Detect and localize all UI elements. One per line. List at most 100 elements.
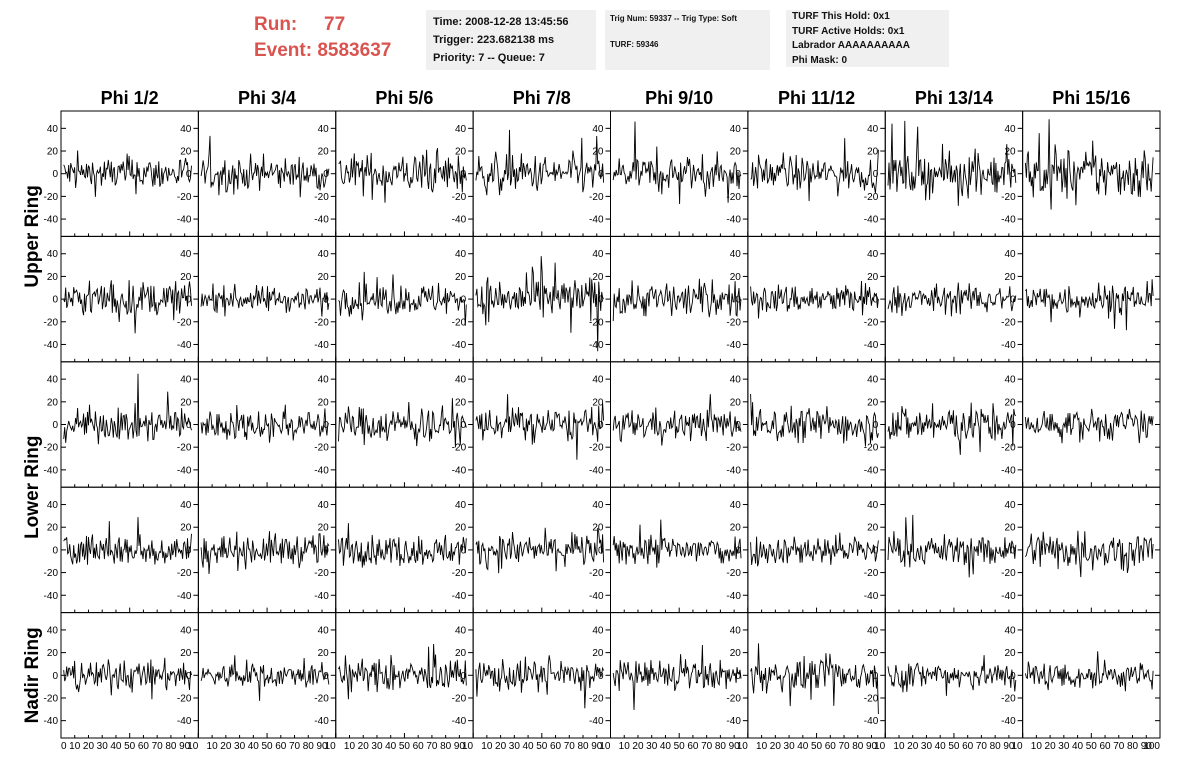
y-tick-label: 20: [318, 397, 330, 408]
x-tick-label: 70: [152, 741, 164, 752]
x-tick-label: 30: [509, 741, 521, 752]
y-tick-label: -40: [589, 591, 604, 602]
x-tick-label: 20: [83, 741, 95, 752]
row-label: Lower Ring: [22, 435, 43, 538]
waveform-trace: [475, 655, 605, 709]
y-tick-label: 40: [47, 500, 59, 511]
x-tick-label: 30: [234, 741, 246, 752]
y-tick-label: 0: [186, 169, 192, 180]
waveform-trace: [750, 643, 879, 715]
y-tick-label: 20: [592, 272, 604, 283]
x-tick-label: 80: [165, 741, 177, 752]
waveform-trace: [475, 256, 604, 352]
y-tick-label: 20: [318, 648, 330, 659]
y-tick-label: 0: [52, 295, 58, 306]
column-title: Phi 1/2: [101, 88, 159, 108]
x-tick-label: 0: [61, 741, 67, 752]
y-tick-label: -20: [314, 192, 329, 203]
y-tick-label: 20: [180, 397, 192, 408]
y-tick-label: 40: [867, 375, 879, 386]
y-tick-label: 40: [318, 249, 330, 260]
x-tick-label: 70: [564, 741, 576, 752]
y-tick-label: 0: [186, 295, 192, 306]
y-tick-label: 0: [735, 671, 741, 682]
x-tick-label: 40: [660, 741, 672, 752]
x-tick-label: 40: [797, 741, 809, 752]
y-tick-label: -20: [452, 443, 467, 454]
y-tick-label: 40: [592, 124, 604, 135]
x-tick-label: 50: [262, 741, 274, 752]
y-tick-label: 20: [455, 648, 467, 659]
y-tick-label: 20: [318, 147, 330, 158]
x-tick-label: 60: [962, 741, 974, 752]
x-tick-label: 40: [110, 741, 122, 752]
x-tick-label: 30: [371, 741, 383, 752]
run-label: Run:: [254, 14, 298, 35]
y-tick-label: -20: [314, 693, 329, 704]
y-tick-label: -40: [314, 591, 329, 602]
y-tick-label: -20: [1001, 317, 1016, 328]
x-tick-label: 50: [1086, 741, 1098, 752]
y-tick-label: -40: [314, 465, 329, 476]
y-tick-label: 40: [180, 249, 192, 260]
x-tick-label: 80: [715, 741, 727, 752]
row-label: Nadir Ring: [22, 627, 43, 723]
y-tick-label: 0: [873, 545, 879, 556]
column-title: Phi 9/10: [645, 88, 713, 108]
x-tick-label: 70: [426, 741, 438, 752]
x-tick-label: 40: [248, 741, 260, 752]
y-tick-label: 40: [318, 124, 330, 135]
x-tick-label: 60: [550, 741, 562, 752]
y-tick-label: 20: [180, 147, 192, 158]
waveform-trace: [475, 527, 605, 574]
x-tick-label: 70: [289, 741, 301, 752]
y-tick-label: -40: [177, 215, 192, 226]
waveform-trace: [475, 394, 605, 460]
y-tick-label: -20: [44, 192, 59, 203]
run-event-header: Run: 77 Event: 8583637: [254, 12, 391, 64]
y-tick-label: 40: [1005, 124, 1017, 135]
labrador-line: Labrador AAAAAAAAAA: [792, 40, 910, 51]
y-tick-label: 20: [730, 523, 742, 534]
x-tick-label: 60: [825, 741, 837, 752]
waveform-trace: [1024, 651, 1154, 692]
x-tick-label: 10: [893, 741, 905, 752]
waveform-trace: [63, 280, 192, 334]
x-tick-label: 90: [866, 741, 878, 752]
y-tick-label: 40: [592, 625, 604, 636]
y-tick-label: 20: [318, 272, 330, 283]
y-tick-label: -20: [177, 568, 192, 579]
waveform-trace: [612, 278, 742, 322]
y-tick-label: 0: [52, 420, 58, 431]
x-tick-label: 60: [1099, 741, 1111, 752]
y-tick-label: 20: [47, 147, 59, 158]
waveform-trace: [887, 655, 1017, 696]
y-tick-label: -20: [864, 693, 879, 704]
event-label: Event:: [254, 40, 313, 61]
turf-hold-line: TURF This Hold: 0x1: [792, 11, 890, 22]
y-tick-label: -20: [1001, 568, 1016, 579]
y-tick-label: 20: [47, 272, 59, 283]
y-tick-label: 0: [52, 169, 58, 180]
x-tick-label: 10: [207, 741, 219, 752]
y-tick-label: 0: [598, 545, 604, 556]
turf-info-box: TURF This Hold: 0x1 TURF Active Holds: 0…: [786, 10, 949, 67]
x-tick-label: 10: [1031, 741, 1043, 752]
y-tick-label: 40: [1005, 375, 1017, 386]
x-tick-label: 90: [591, 741, 603, 752]
y-tick-label: -40: [44, 340, 59, 351]
trigger-info-box: Trig Num: 59337 -- Trig Type: Soft TURF:…: [605, 10, 770, 70]
x-tick-label: 10: [69, 741, 81, 752]
y-tick-label: -20: [452, 317, 467, 328]
waveform-trace: [612, 519, 742, 568]
y-tick-label: -40: [177, 465, 192, 476]
y-tick-label: 40: [47, 124, 59, 135]
y-tick-label: 0: [323, 671, 329, 682]
waveform-trace: [200, 135, 330, 198]
x-tick-label: 50: [536, 741, 548, 752]
y-tick-label: 40: [730, 375, 742, 386]
trigger-line: Trigger: 223.682138 ms: [433, 34, 555, 46]
y-tick-label: -20: [589, 317, 604, 328]
y-tick-label: 40: [455, 625, 467, 636]
y-tick-label: 40: [318, 625, 330, 636]
